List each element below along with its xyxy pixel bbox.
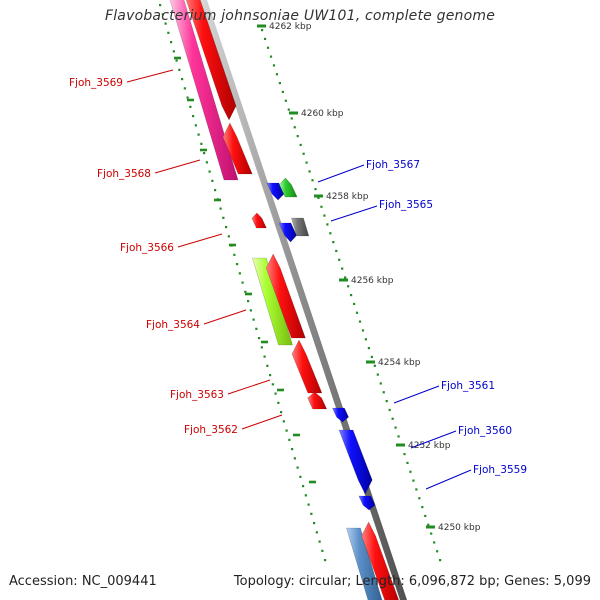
tick-mark <box>229 243 236 247</box>
tick-mark <box>245 292 252 296</box>
scale-tick <box>366 360 375 364</box>
gene-bar-red-bottom[interactable] <box>361 521 401 600</box>
scale-label: 4252 kbp <box>408 441 451 451</box>
scale-label: 4254 kbp <box>378 358 421 368</box>
tick-mark <box>187 98 194 102</box>
scale-label: 4260 kbp <box>301 109 344 119</box>
leader-line <box>227 379 271 395</box>
scale-tick <box>426 525 435 529</box>
gene-bar-gray[interactable] <box>290 217 310 237</box>
gene-label-Fjoh_3569[interactable]: Fjoh_3569 <box>69 77 123 89</box>
leader-line <box>203 309 247 325</box>
tick-mark <box>293 433 300 437</box>
gene-label-Fjoh_3567[interactable]: Fjoh_3567 <box>366 159 420 171</box>
gene-layer <box>169 0 401 600</box>
gene-label-Fjoh_3565[interactable]: Fjoh_3565 <box>379 199 433 211</box>
scale-label: 4250 kbp <box>438 523 481 533</box>
gene-label-Fjoh_3562[interactable]: Fjoh_3562 <box>184 424 238 436</box>
leader-line <box>317 164 365 183</box>
scale-tick <box>339 278 348 282</box>
gene-bar-Fjoh_3559[interactable] <box>358 495 376 511</box>
backbone-layer <box>200 0 407 600</box>
gene-label-Fjoh_3566[interactable]: Fjoh_3566 <box>120 242 174 254</box>
gene-bar-red-3568b[interactable] <box>222 122 253 175</box>
map-title: Flavobacterium johnsoniae UW101, complet… <box>104 8 496 24</box>
tick-mark <box>309 480 316 484</box>
accession-text: Accession: NC_009441 <box>9 574 157 589</box>
gene-bar-Fjoh_3564[interactable] <box>251 257 293 346</box>
scale-tick <box>289 111 298 115</box>
gene-bar-Fjoh_3565[interactable] <box>278 222 297 243</box>
leader-line <box>177 233 223 248</box>
gene-bar-Fjoh_3562[interactable] <box>307 391 328 410</box>
gene-bar-Fjoh_3563[interactable] <box>291 339 323 394</box>
gene-label-Fjoh_3563[interactable]: Fjoh_3563 <box>170 389 224 401</box>
gene-label-Fjoh_3559[interactable]: Fjoh_3559 <box>473 464 527 476</box>
tick-mark <box>174 56 181 60</box>
gene-bar-Fjoh_3566[interactable] <box>251 212 267 229</box>
leader-line <box>154 159 201 174</box>
gene-label-Fjoh_3568[interactable]: Fjoh_3568 <box>97 168 151 180</box>
gene-bar-red-top[interactable] <box>185 0 237 121</box>
right-tick-track <box>261 29 442 562</box>
gene-bar-Fjoh_3560[interactable] <box>338 429 373 495</box>
gene-bar-Fjoh_3561[interactable] <box>331 407 349 423</box>
gene-bar-steel[interactable] <box>345 527 383 600</box>
leader-line <box>393 385 440 404</box>
gene-bar-Fjoh_3567[interactable] <box>266 182 285 201</box>
leader-line <box>410 430 457 449</box>
tick-mark <box>261 340 268 344</box>
gene-label-Fjoh_3560[interactable]: Fjoh_3560 <box>458 425 512 437</box>
leader-line <box>241 414 283 430</box>
scale-label: 4256 kbp <box>351 276 394 286</box>
scale-label: 4262 kbp <box>269 22 312 32</box>
tick-mark <box>200 148 207 152</box>
genome-backbone <box>200 0 407 600</box>
leader-line <box>425 469 472 490</box>
scale-tick <box>314 194 323 198</box>
gene-bar-red-3564b[interactable] <box>265 253 306 339</box>
genome-stats-text: Topology: circular; Length: 6,096,872 bp… <box>233 574 591 589</box>
scale-label: 4258 kbp <box>326 192 369 202</box>
leader-line <box>126 69 174 83</box>
gene-bar-Fjoh_3569[interactable] <box>169 0 239 181</box>
tick-mark <box>277 388 284 392</box>
gene-label-Fjoh_3561[interactable]: Fjoh_3561 <box>441 380 495 392</box>
tick-layer: 4262 kbp 4260 kbp 4258 kbp 4256 kbp 4254 kbp… <box>159 4 481 562</box>
tick-mark <box>214 198 221 202</box>
gene-label-Fjoh_3564[interactable]: Fjoh_3564 <box>146 319 200 331</box>
scale-tick <box>396 443 405 447</box>
gene-bar-green[interactable] <box>279 177 298 198</box>
label-layer: Fjoh_3569 Fjoh_3568 Fjoh_3567 Fjoh_3565 Fjoh… <box>69 69 527 490</box>
left-tick-track <box>159 4 327 562</box>
scale-tick <box>257 24 266 28</box>
leader-line <box>330 205 378 222</box>
